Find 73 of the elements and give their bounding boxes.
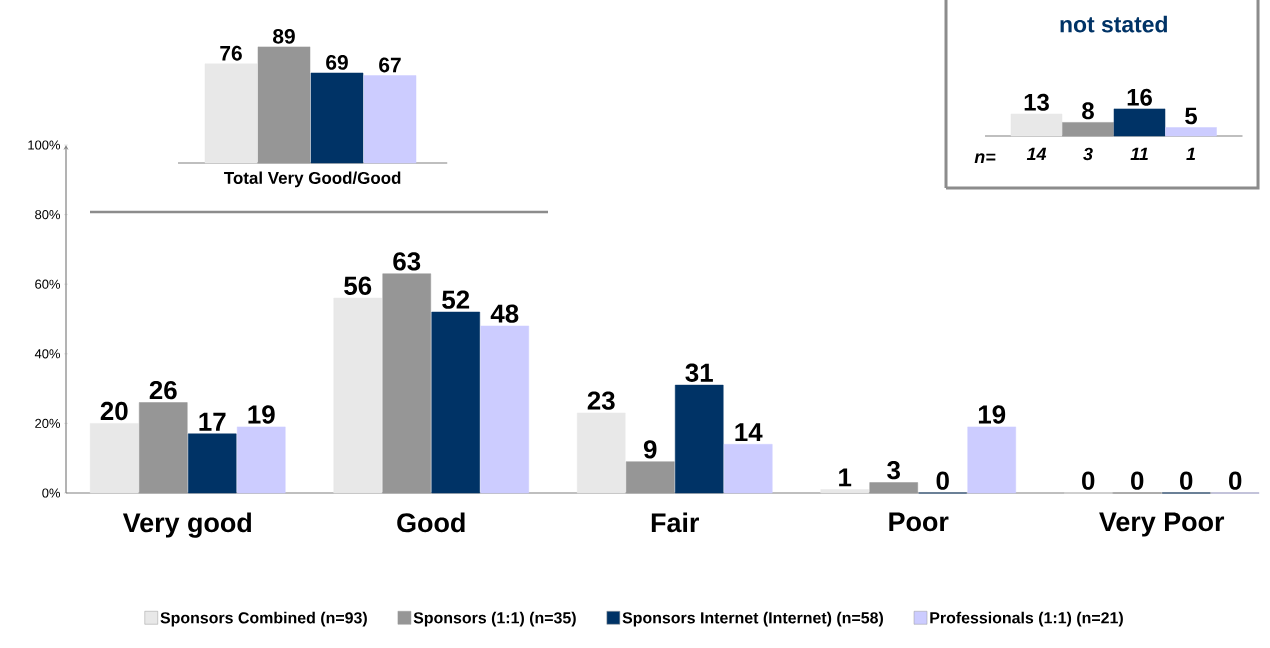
bar xyxy=(820,489,869,494)
data-label: 8 xyxy=(1082,102,1094,120)
annotation: n= xyxy=(974,153,996,163)
bar xyxy=(382,273,431,494)
data-label: 48 xyxy=(490,304,519,323)
data-label: 0 xyxy=(1180,471,1193,490)
data-label: 0 xyxy=(1082,471,1095,490)
data-label: 14 xyxy=(735,423,763,442)
x-tick-label: Very Poor xyxy=(1099,512,1225,537)
x-axis-title: Total Very Good/Good xyxy=(224,171,401,188)
bar xyxy=(363,75,417,164)
y-tick-label: 80% xyxy=(35,210,61,220)
y-tick-label: 100% xyxy=(28,140,61,150)
data-label: 13 xyxy=(1024,93,1049,111)
data-label: 0 xyxy=(1229,471,1242,490)
data-label: 20 xyxy=(100,401,128,421)
bar xyxy=(1062,122,1114,137)
data-label: 1 xyxy=(839,468,852,487)
bar xyxy=(1010,113,1063,137)
data-label: 5 xyxy=(1185,107,1197,125)
x-tick-label: 3 xyxy=(1083,147,1093,161)
bar xyxy=(237,426,286,494)
bar xyxy=(967,426,1016,494)
bar xyxy=(674,384,724,494)
data-label: 69 xyxy=(326,54,348,70)
bar xyxy=(257,46,311,164)
bar xyxy=(139,402,188,494)
data-label: 0 xyxy=(936,471,949,490)
x-tick-label: Very good xyxy=(122,512,251,538)
legend-label: Sponsors Combined (n=93) xyxy=(160,611,367,627)
data-label: 56 xyxy=(344,276,372,295)
data-label: 23 xyxy=(587,391,615,410)
bar xyxy=(869,482,918,494)
bar xyxy=(576,412,626,494)
bar xyxy=(480,325,529,494)
bar xyxy=(310,72,364,164)
data-label: 3 xyxy=(887,460,900,480)
data-label: 76 xyxy=(220,45,242,61)
data-label: 16 xyxy=(1127,88,1152,106)
data-label: 9 xyxy=(643,440,657,459)
y-tick-label: 60% xyxy=(35,279,61,289)
x-tick-label: 11 xyxy=(1130,147,1148,160)
data-label: 67 xyxy=(379,57,401,73)
y-tick-label: 40% xyxy=(34,349,61,359)
bar xyxy=(1165,127,1217,137)
legend-label: Professionals (1:1) (n=21) xyxy=(930,611,1123,627)
bar xyxy=(89,423,139,494)
bar xyxy=(333,297,382,494)
data-label: 0 xyxy=(1131,471,1144,490)
x-tick-label: Fair xyxy=(651,512,699,533)
legend-label: Sponsors Internet (Internet) (n=58) xyxy=(622,611,883,627)
data-label: 63 xyxy=(393,252,421,271)
y-tick-label: 0% xyxy=(42,488,61,498)
bar xyxy=(188,433,237,494)
bar xyxy=(431,311,480,494)
data-label: 31 xyxy=(685,363,713,382)
data-label: 89 xyxy=(273,28,295,44)
chart-title: not stated xyxy=(1060,15,1167,33)
bar xyxy=(625,461,675,494)
legend-label: Sponsors (1:1) (n=35) xyxy=(413,611,576,627)
x-tick-label: 1 xyxy=(1186,147,1196,160)
data-label: 52 xyxy=(442,290,470,309)
data-label: 17 xyxy=(199,412,226,431)
bar xyxy=(1113,108,1166,137)
bar xyxy=(723,444,773,494)
x-tick-label: Poor xyxy=(889,512,949,532)
y-tick-label: 20% xyxy=(35,418,61,428)
data-label: 19 xyxy=(248,405,275,424)
data-label: 19 xyxy=(978,405,1006,424)
x-tick-label: 14 xyxy=(1026,147,1047,160)
bar xyxy=(204,63,258,164)
data-label: 26 xyxy=(149,380,177,400)
x-tick-label: Good xyxy=(397,512,465,533)
